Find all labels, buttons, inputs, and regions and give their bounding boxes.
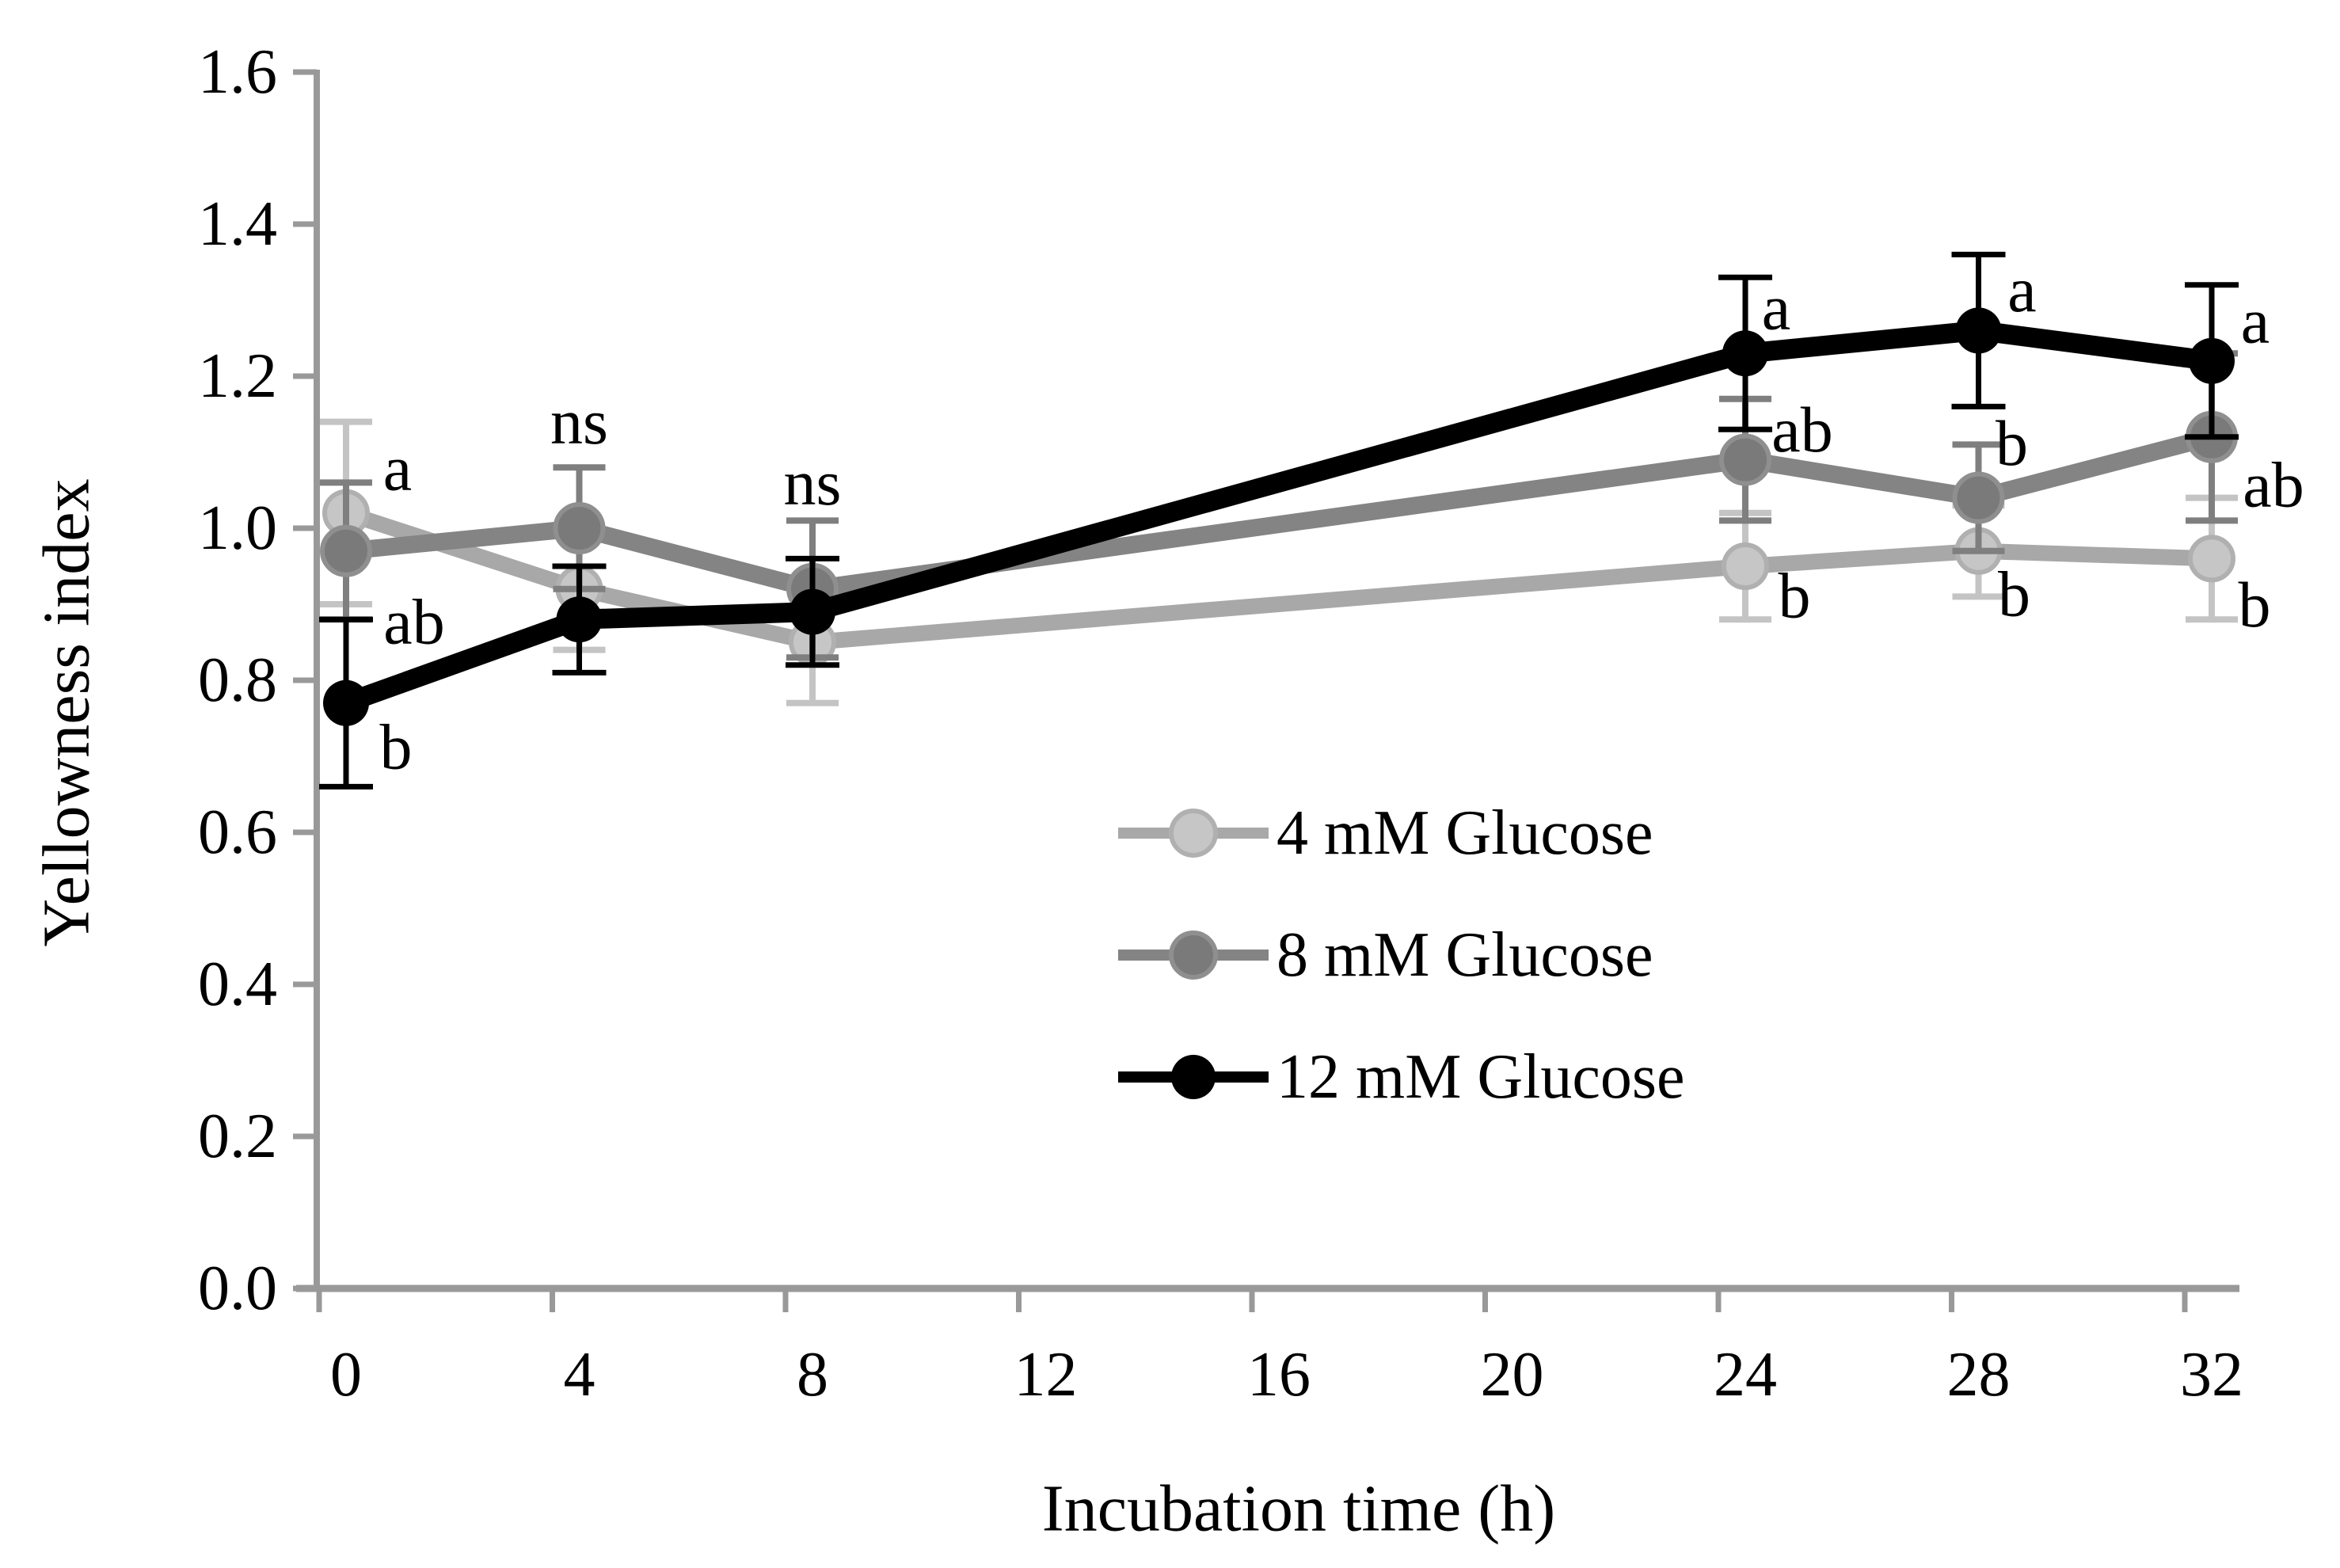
series-8-mm-glucose-line xyxy=(337,428,2220,598)
significance-label: a xyxy=(2007,253,2036,325)
legend-item-2: 8 mM Glucose xyxy=(1118,920,1653,990)
series-12-mm-glucose-marker xyxy=(2189,337,2235,384)
legend-marker-swatch xyxy=(1169,809,1218,858)
series-4-mm-glucose xyxy=(320,418,2238,706)
y-tick-label: 1.0 xyxy=(198,493,277,563)
significance-label: ab xyxy=(2243,448,2304,520)
legend-item-1: 4 mM Glucose xyxy=(1118,798,1653,868)
series-12-mm-glucose-marker xyxy=(1722,330,1768,377)
x-tick-label: 0 xyxy=(330,1340,362,1410)
legend-marker-swatch xyxy=(1169,931,1218,980)
x-tick-label: 16 xyxy=(1247,1340,1311,1410)
x-tick-label: 28 xyxy=(1947,1340,2011,1410)
legend-label: 8 mM Glucose xyxy=(1277,920,1653,990)
x-tick-label: 12 xyxy=(1014,1340,1078,1410)
significance-label: b xyxy=(1779,560,1811,632)
series-4-mm-glucose-line xyxy=(338,504,2220,650)
legend-label: 4 mM Glucose xyxy=(1277,798,1653,868)
series-12-mm-glucose-marker xyxy=(1955,307,2002,354)
x-tick-label: 32 xyxy=(2180,1340,2243,1410)
x-tick-label: 8 xyxy=(797,1340,828,1410)
y-tick-label: 1.2 xyxy=(198,341,277,411)
series-4-mm-glucose-marker xyxy=(1722,542,1769,590)
x-tick-label: 24 xyxy=(1714,1340,1777,1410)
x-tick-label: 4 xyxy=(564,1340,595,1410)
significance-label: ab xyxy=(1771,394,1832,466)
series-12-mm-glucose-line xyxy=(336,320,2222,714)
y-tick-label: 0.4 xyxy=(198,950,277,1019)
series-8-mm-glucose-marker xyxy=(1952,471,2005,524)
y-tick-label: 0.0 xyxy=(198,1254,277,1323)
series-12-mm-glucose-marker xyxy=(556,596,603,643)
series-12-mm-glucose-marker xyxy=(323,679,369,726)
significance-label: b xyxy=(2239,569,2271,641)
series-12-mm-glucose xyxy=(319,251,2239,790)
legend-item-3: 12 mM Glucose xyxy=(1118,1042,1685,1112)
legend-label: 12 mM Glucose xyxy=(1277,1042,1685,1112)
significance-label: a xyxy=(2241,284,2270,356)
y-axis-title: Yellowness index xyxy=(30,478,104,946)
y-tick-label: 1.4 xyxy=(198,189,277,259)
significance-label: b xyxy=(1996,407,2028,479)
y-tick-label: 1.6 xyxy=(198,37,277,107)
significance-label: ab xyxy=(383,585,444,657)
y-tick-label: 0.8 xyxy=(198,645,277,715)
series-8-mm-glucose-marker xyxy=(320,524,372,577)
significance-label: b xyxy=(1998,558,2030,630)
ns-annotation: ns xyxy=(784,447,842,519)
significance-label: b xyxy=(380,710,413,782)
series-12-mm-glucose-marker xyxy=(790,588,835,635)
significance-label: a xyxy=(1762,272,1790,344)
series-4-mm-glucose-marker xyxy=(2188,535,2235,583)
x-tick-label: 20 xyxy=(1481,1340,1544,1410)
ns-annotation: ns xyxy=(550,386,608,458)
series-8-mm-glucose-marker xyxy=(1719,433,1771,486)
legend-marker-swatch xyxy=(1171,1055,1216,1099)
x-axis-title: Incubation time (h) xyxy=(1042,1472,1555,1546)
series-8-mm-glucose-marker xyxy=(553,502,606,554)
significance-label: a xyxy=(383,432,412,504)
y-tick-label: 0.2 xyxy=(198,1102,277,1171)
legend: 4 mM Glucose 8 mM Glucose 12 mM Glucose xyxy=(1118,798,1685,1112)
y-tick-label: 0.6 xyxy=(198,797,277,867)
